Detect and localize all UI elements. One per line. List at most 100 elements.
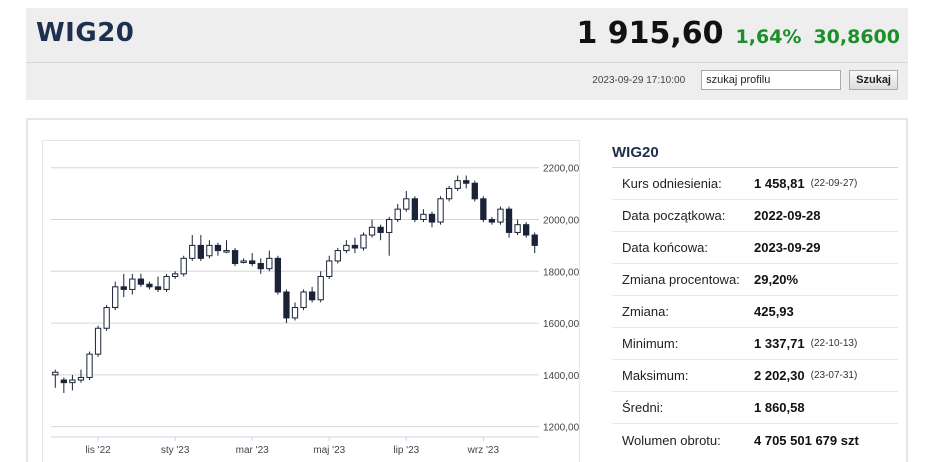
- candle-body: [343, 244, 350, 252]
- stats-row-average: Średni: 1 860,58: [612, 392, 898, 424]
- candle-body: [112, 286, 119, 309]
- candle-body: [386, 219, 393, 233]
- candle-body: [60, 379, 67, 384]
- stats-row-maximum: Maksimum: 2 202,30 (23-07-31): [612, 360, 898, 392]
- candle-body: [240, 260, 247, 263]
- stat-value: 425,93: [754, 304, 794, 319]
- candle-body: [223, 250, 230, 253]
- stats-row-volume: Wolumen obrotu: 4 705 501 679 szt: [612, 424, 898, 456]
- candle-body: [137, 278, 145, 285]
- stat-value: 29,20%: [754, 272, 799, 287]
- candle-body: [480, 198, 487, 220]
- y-tick-label: 2000,00: [543, 216, 580, 227]
- candle-body: [300, 291, 307, 309]
- candle-body: [154, 286, 162, 290]
- candle-body: [514, 224, 521, 233]
- header-divider: [26, 62, 908, 63]
- stat-label: Data początkowa:: [622, 208, 726, 223]
- stat-value: 1 458,81: [754, 176, 805, 191]
- candle-body: [180, 257, 187, 275]
- candle-body: [454, 180, 461, 189]
- candle-body: [420, 213, 427, 220]
- summary-panel: 2200,00 2000,00 1800,00 1600,00 1400,00 1200,…: [26, 118, 908, 462]
- x-tick-label: sty '23: [161, 445, 190, 456]
- candle-body: [77, 376, 85, 381]
- candle-body: [351, 244, 359, 249]
- quote-header: WIG20 1 915,60 1,64% 30,8600 2023-09-29 …: [26, 8, 908, 100]
- stat-date: (23-07-31): [810, 370, 858, 381]
- search-button[interactable]: Szukaj: [849, 70, 898, 90]
- candle-body: [334, 250, 341, 262]
- candle-body: [471, 182, 478, 200]
- candle-body: [257, 263, 264, 270]
- stat-label: Maksimum:: [622, 368, 689, 383]
- stat-date: (22-10-13): [810, 338, 858, 349]
- last-price: 1 915,60: [576, 16, 724, 51]
- candle-body: [360, 234, 367, 249]
- candle-body: [445, 187, 453, 200]
- stat-value: 2022-09-28: [754, 208, 821, 223]
- candle-body: [69, 379, 76, 384]
- candle-body: [283, 291, 290, 319]
- candle-body: [488, 219, 496, 223]
- stats-row-reference: Kurs odniesienia: 1 458,81 (22-09-27): [612, 168, 898, 200]
- stat-value: 2 202,30: [754, 368, 805, 383]
- candle-body: [497, 208, 504, 223]
- candle-body: [394, 208, 401, 221]
- price-chart[interactable]: 2200,00 2000,00 1800,00 1600,00 1400,00 1200,…: [42, 140, 580, 462]
- stats-row-minimum: Minimum: 1 337,71 (22-10-13): [612, 328, 898, 360]
- candle-body: [206, 244, 213, 257]
- ticker-symbol: WIG20: [36, 18, 135, 48]
- stat-value: 2023-09-29: [754, 240, 821, 255]
- stat-value: 4 705 501 679 szt: [754, 432, 859, 448]
- stats-table: WIG20 Kurs odniesienia: 1 458,81 (22-09-…: [612, 140, 898, 456]
- candle-body: [377, 226, 384, 233]
- candle-body: [163, 275, 170, 290]
- y-tick-label: 1400,00: [543, 371, 580, 382]
- y-tick-label: 2200,00: [543, 164, 580, 175]
- stats-row-end-date: Data końcowa: 2023-09-29: [612, 232, 898, 264]
- x-tick-label: maj '23: [313, 445, 345, 456]
- candle-body: [437, 198, 444, 223]
- candle-body: [308, 291, 316, 301]
- candle-body: [214, 244, 222, 252]
- candle-body: [274, 257, 282, 293]
- candle-body: [403, 198, 410, 210]
- candle-body: [129, 278, 136, 290]
- candle-body: [189, 244, 196, 259]
- x-tick-label: mar '23: [236, 445, 269, 456]
- stat-label: Data końcowa:: [622, 240, 708, 255]
- candle-body: [326, 260, 333, 277]
- candlestick-chart[interactable]: 2200,00 2000,00 1800,00 1600,00 1400,00 1200,…: [43, 141, 581, 462]
- candle-body: [86, 353, 93, 378]
- stat-value: 1 337,71: [754, 336, 805, 351]
- candle-body: [197, 244, 204, 259]
- change-absolute: 30,8600: [813, 26, 900, 48]
- candle-body: [120, 286, 127, 290]
- candle-body: [52, 371, 59, 376]
- change-percent: 1,64%: [735, 26, 802, 48]
- candle-body: [266, 257, 273, 270]
- stat-label: Zmiana procentowa:: [622, 272, 740, 287]
- stat-label: Wolumen obrotu:: [622, 432, 721, 448]
- x-tick-label: wrz '23: [467, 445, 500, 456]
- stat-label: Średni:: [622, 400, 664, 415]
- stat-date: (22-09-27): [810, 178, 858, 189]
- candle-body: [94, 327, 102, 355]
- candle-body: [505, 208, 513, 233]
- stats-row-change: Zmiana: 425,93: [612, 296, 898, 328]
- search-bar: 2023-09-29 17:10:00 Szukaj: [592, 70, 898, 90]
- candle-body: [171, 273, 179, 277]
- y-tick-label: 1800,00: [543, 267, 580, 278]
- candle-body: [463, 180, 470, 184]
- candle-body: [103, 307, 110, 329]
- y-tick-label: 1600,00: [543, 319, 580, 330]
- y-tick-label: 1200,00: [543, 423, 580, 434]
- stat-label: Kurs odniesienia:: [622, 176, 722, 191]
- candle-body: [291, 307, 299, 319]
- profile-search-input[interactable]: [701, 70, 842, 90]
- candle-body: [146, 283, 153, 288]
- quote-values: 1 915,60 1,64% 30,8600: [576, 16, 900, 51]
- candle-body: [428, 213, 436, 223]
- candle-body: [317, 275, 324, 301]
